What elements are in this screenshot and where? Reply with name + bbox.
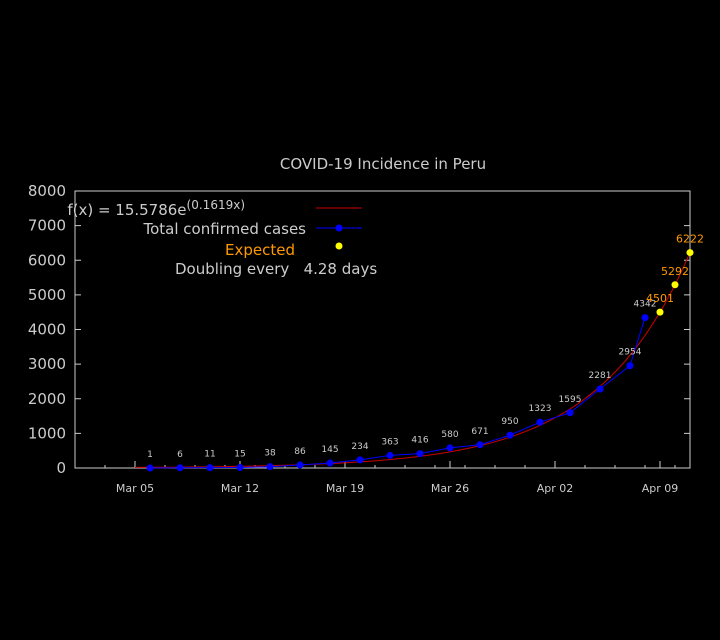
data-point-cases	[536, 418, 544, 426]
y-tick-label: 8000	[28, 182, 66, 200]
data-point-expected	[656, 308, 664, 316]
data-point-cases	[356, 456, 364, 464]
data-label-cases: 86	[294, 447, 306, 457]
y-tick-label: 4000	[28, 321, 66, 339]
x-tick-label: Mar 19	[326, 482, 364, 495]
x-tick-label: Mar 05	[116, 482, 154, 495]
data-point-cases	[386, 451, 394, 459]
data-label-expected: 4501	[646, 292, 674, 305]
doubling-annotation: Doubling every 4.28 days	[175, 260, 377, 278]
y-tick-label: 1000	[28, 424, 66, 442]
y-tick-label: 6000	[28, 251, 66, 269]
y-tick-label: 2000	[28, 390, 66, 408]
legend-series-expected-marker	[335, 242, 343, 250]
data-label-cases: 6	[177, 450, 183, 460]
legend-series-cases-marker	[335, 224, 343, 232]
y-tick-label: 0	[56, 459, 66, 477]
data-label-cases: 145	[321, 445, 338, 455]
legend-series-cases-label: Total confirmed cases	[142, 220, 306, 238]
data-label-cases: 671	[471, 427, 488, 437]
data-point-cases	[206, 464, 214, 472]
data-label-expected: 5292	[661, 265, 689, 278]
data-point-cases	[236, 463, 244, 471]
data-point-cases	[146, 464, 154, 472]
x-tick-label: Apr 09	[642, 482, 679, 495]
x-tick-label: Mar 12	[221, 482, 259, 495]
data-point-cases	[566, 409, 574, 417]
data-label-cases: 363	[381, 437, 398, 447]
data-label-cases: 580	[441, 430, 458, 440]
data-label-cases: 2954	[619, 348, 642, 358]
legend-fit-exponent: (0.1619x)	[187, 198, 245, 212]
data-label-cases: 11	[204, 450, 215, 460]
y-tick-label: 7000	[28, 217, 66, 235]
data-point-cases	[506, 431, 514, 439]
data-point-expected	[671, 281, 679, 289]
legend: f(x) = 15.5786e(0.1619x) Total confirmed…	[67, 198, 377, 278]
x-tick-label: Mar 26	[431, 482, 469, 495]
data-point-cases	[176, 464, 184, 472]
data-point-cases	[326, 459, 334, 467]
data-label-cases: 416	[411, 436, 428, 446]
legend-fit-label: f(x) = 15.5786e(0.1619x)	[67, 198, 245, 219]
data-point-cases	[446, 444, 454, 452]
data-point-cases	[641, 314, 649, 322]
chart-title: COVID-19 Incidence in Peru	[280, 155, 486, 173]
data-point-cases	[416, 450, 424, 458]
y-axis: 0 1000 2000 3000 4000 5000 6000 7000 8000	[28, 182, 690, 477]
data-point-cases	[596, 385, 604, 393]
data-label-cases: 2281	[589, 371, 612, 381]
data-label-cases: 1	[147, 450, 153, 460]
data-label-cases: 950	[501, 417, 518, 427]
x-tick-label: Apr 02	[537, 482, 574, 495]
data-point-cases	[476, 441, 484, 449]
y-tick-label: 5000	[28, 286, 66, 304]
data-point-cases	[266, 463, 274, 471]
x-axis: Mar 05 Mar 12 Mar 19 Mar 26 Apr 02 Apr 09	[104, 461, 679, 495]
data-label-cases: 4342	[634, 300, 657, 310]
data-label-cases: 15	[234, 449, 245, 459]
data-point-cases	[626, 362, 634, 370]
data-point-cases	[296, 461, 304, 469]
data-label-cases: 1323	[529, 404, 552, 414]
data-label-expected: 6222	[676, 233, 704, 246]
legend-series-expected-label: Expected	[225, 241, 295, 259]
data-label-cases: 38	[264, 449, 276, 459]
legend-fit-base: f(x) = 15.5786e	[67, 201, 186, 219]
data-label-cases: 1595	[559, 395, 582, 405]
data-label-cases: 234	[351, 442, 368, 452]
series-layer: 1 6 11 15 38 86 145 234 363 416 580 671 950 1323 1595 2…	[146, 233, 704, 472]
data-point-expected	[686, 249, 694, 257]
series-line-cases	[149, 317, 646, 469]
y-tick-label: 3000	[28, 355, 66, 373]
